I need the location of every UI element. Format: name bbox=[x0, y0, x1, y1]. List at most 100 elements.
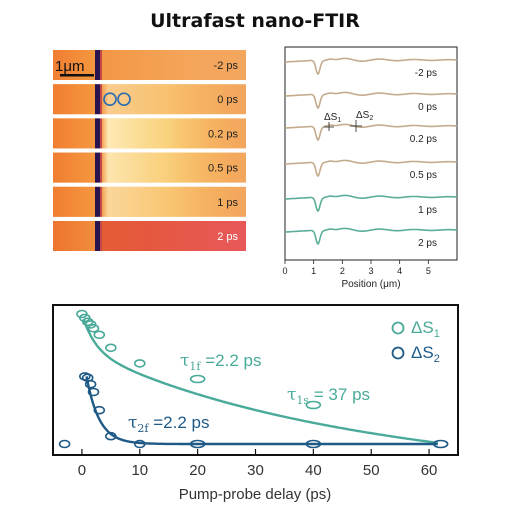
time-constant-annotation: τ2f =2.2 ps bbox=[128, 413, 209, 435]
data-point-delta-s2 bbox=[133, 439, 146, 449]
profile-curve bbox=[285, 91, 458, 110]
data-point-delta-s1 bbox=[93, 330, 106, 340]
profile-curve bbox=[285, 123, 458, 142]
profile-time-label: 0.2 ps bbox=[410, 134, 437, 145]
strip-edge-glow bbox=[100, 50, 102, 80]
kinetics-tick-label: 60 bbox=[421, 462, 438, 479]
data-point-delta-s2 bbox=[305, 439, 322, 449]
time-constant-annotation: τ1s = 37 ps bbox=[287, 385, 370, 407]
delta-s1-annotation: ΔS1 bbox=[324, 112, 341, 124]
profile-x-label: Position (μm) bbox=[341, 279, 400, 290]
image-strip: 0.5 ps bbox=[53, 152, 246, 183]
fit-curve-delta-s1 bbox=[82, 318, 438, 445]
data-point-delta-s2 bbox=[87, 387, 100, 397]
data-point-delta-s2 bbox=[58, 439, 71, 449]
legend-label: ΔS2 bbox=[411, 343, 440, 365]
profile-panel: -2 ps 0 ps 0.2 ps 0.5 ps 1 ps 2 ps 0 1 2 3 4 5 Pos… bbox=[282, 46, 458, 290]
image-strip: 0.2 ps bbox=[53, 118, 246, 149]
strip-edge-glow bbox=[100, 118, 102, 149]
strip-left-region bbox=[53, 186, 96, 217]
strip-edge-glow bbox=[100, 152, 102, 183]
strip-left-region bbox=[53, 221, 96, 251]
figure-title: Ultrafast nano-FTIR bbox=[150, 10, 360, 32]
legend-marker bbox=[391, 321, 405, 335]
profile-time-label: 0.5 ps bbox=[410, 170, 437, 181]
strip-time-label: 0 ps bbox=[217, 94, 238, 106]
data-point-delta-s2 bbox=[93, 405, 106, 415]
strip-time-label: 2 ps bbox=[217, 231, 238, 243]
profile-labels: -2 ps 0 ps 0.2 ps 0.5 ps 1 ps 2 ps bbox=[410, 68, 437, 249]
profile-tick-label: 5 bbox=[426, 266, 431, 276]
strip-excited-region bbox=[101, 84, 246, 115]
strip-edge-glow bbox=[100, 221, 102, 251]
data-point-delta-s1 bbox=[305, 400, 322, 410]
profile-time-label: 0 ps bbox=[418, 102, 437, 113]
data-point-delta-s2 bbox=[432, 439, 449, 449]
strip-excited-region bbox=[101, 186, 246, 217]
strip-time-label: 1 ps bbox=[217, 197, 238, 209]
strip-time-label: 0.5 ps bbox=[208, 163, 238, 175]
strip-excited-region bbox=[101, 118, 246, 149]
kinetics-panel: 0 10 20 30 40 50 60 Pump-probe delay (ps) τ1f … bbox=[52, 304, 459, 503]
legend-label: ΔS1 bbox=[411, 318, 440, 340]
kinetics-x-ticks: 0 10 20 30 40 50 60 bbox=[78, 449, 438, 479]
strip-edge-line bbox=[95, 50, 100, 80]
strip-edge-line bbox=[95, 186, 100, 217]
data-point-delta-s1 bbox=[105, 343, 117, 353]
profile-tick-label: 1 bbox=[311, 266, 316, 276]
profile-curve bbox=[285, 57, 458, 76]
strip-edge-line bbox=[95, 152, 100, 183]
kinetics-tick-label: 20 bbox=[189, 462, 206, 479]
data-point-delta-s1 bbox=[189, 374, 206, 384]
profile-curve bbox=[285, 194, 458, 213]
kinetics-annotations: τ1f =2.2 ps τ1s = 37 ps τ2f =2.2 ps bbox=[128, 351, 370, 435]
profile-tick-label: 4 bbox=[397, 266, 402, 276]
profile-time-label: 1 ps bbox=[418, 205, 437, 216]
profile-curves bbox=[285, 57, 458, 246]
data-point-delta-s2 bbox=[189, 439, 206, 449]
image-strip: 1 ps bbox=[53, 186, 246, 217]
strip-edge-line bbox=[95, 221, 100, 251]
strip-left-region bbox=[53, 84, 96, 115]
strip-edge-line bbox=[95, 118, 100, 149]
kinetics-tick-label: 50 bbox=[363, 462, 380, 479]
data-point-delta-s1 bbox=[87, 323, 100, 333]
profile-tick-label: 0 bbox=[282, 266, 287, 276]
image-strips: -2 ps 0 ps 0.2 ps 0.5 ps 1 ps 2 ps bbox=[53, 50, 246, 251]
scale-bar: 1μm bbox=[55, 58, 94, 77]
time-constant-annotation: τ1f =2.2 ps bbox=[180, 351, 261, 373]
data-point-delta-s1 bbox=[133, 359, 146, 368]
strip-edge-line bbox=[95, 84, 100, 115]
scale-bar-label: 1μm bbox=[55, 58, 84, 75]
legend-marker bbox=[391, 346, 405, 360]
strip-edge-glow bbox=[100, 84, 102, 115]
strip-time-label: 0.2 ps bbox=[208, 128, 238, 140]
profile-time-label: -2 ps bbox=[415, 68, 437, 79]
profile-tick-label: 3 bbox=[368, 266, 373, 276]
probe-circle-1 bbox=[103, 92, 117, 106]
kinetics-tick-label: 0 bbox=[78, 462, 86, 479]
profile-tick-label: 2 bbox=[340, 266, 345, 276]
strip-time-label: -2 ps bbox=[214, 60, 239, 72]
delta-s-annotations: ΔS1 ΔS2 bbox=[324, 110, 373, 132]
data-point-delta-s2 bbox=[105, 431, 117, 441]
kinetics-data-points bbox=[58, 309, 449, 449]
strip-excited-region bbox=[101, 152, 246, 183]
strip-edge-glow bbox=[100, 186, 102, 217]
probe-circle-2 bbox=[117, 92, 131, 106]
kinetics-x-label: Pump-probe delay (ps) bbox=[179, 486, 332, 503]
profile-curve bbox=[285, 159, 458, 178]
strip-left-region bbox=[53, 118, 96, 149]
kinetics-tick-label: 30 bbox=[247, 462, 264, 479]
profile-x-ticks: 0 1 2 3 4 5 bbox=[282, 260, 431, 276]
scale-bar-line bbox=[60, 74, 94, 77]
profile-time-label: 2 ps bbox=[418, 238, 437, 249]
image-strip: 0 ps bbox=[53, 84, 246, 115]
delta-s2-annotation: ΔS2 bbox=[356, 110, 373, 122]
data-point-delta-s2 bbox=[84, 379, 97, 389]
kinetics-tick-label: 40 bbox=[305, 462, 322, 479]
image-strip: 2 ps bbox=[53, 221, 246, 251]
strip-left-region bbox=[53, 152, 96, 183]
